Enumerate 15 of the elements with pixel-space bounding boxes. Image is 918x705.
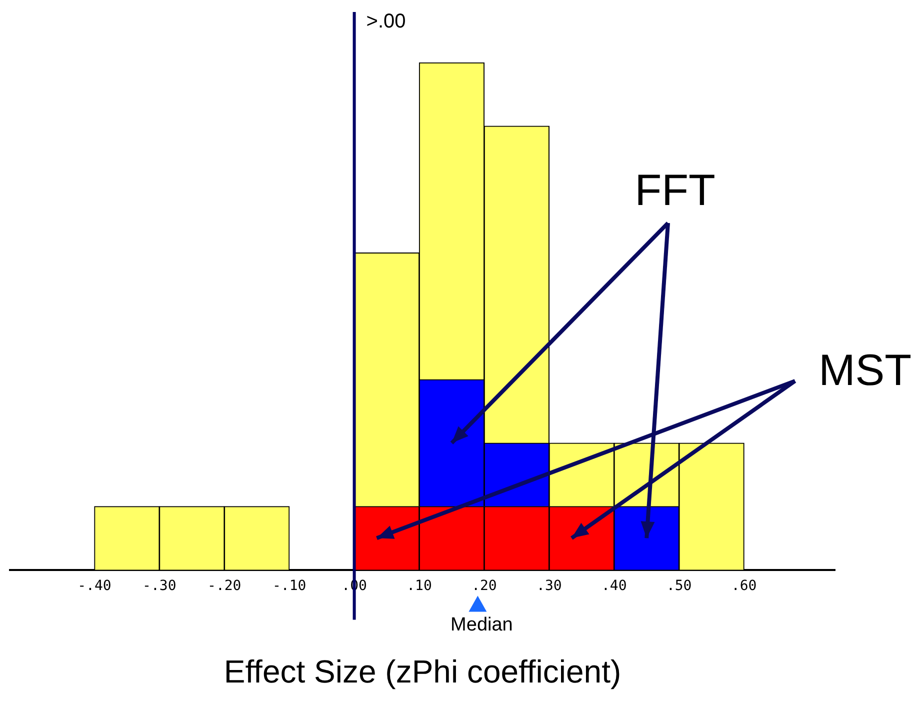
x-tick-label: -.10 [272, 578, 306, 594]
ref-line-label: >.00 [366, 10, 406, 33]
x-tick-label: .50 [666, 578, 692, 594]
x-tick-label: -.20 [208, 578, 242, 594]
x-tick-label: -.30 [142, 578, 176, 594]
x-tick-label: -.40 [78, 578, 112, 594]
x-tick-label: .40 [601, 578, 627, 594]
text: FFT [634, 166, 716, 216]
x-tick-label: .10 [406, 578, 432, 594]
x-tick-label: .30 [536, 578, 562, 594]
text: MST [818, 346, 912, 396]
x-axis-title: Effect Size (zPhi coefficient) [224, 654, 622, 690]
annotation: Median [450, 614, 513, 636]
x-tick-label: .20 [472, 578, 497, 594]
x-tick-label: .60 [731, 578, 757, 594]
